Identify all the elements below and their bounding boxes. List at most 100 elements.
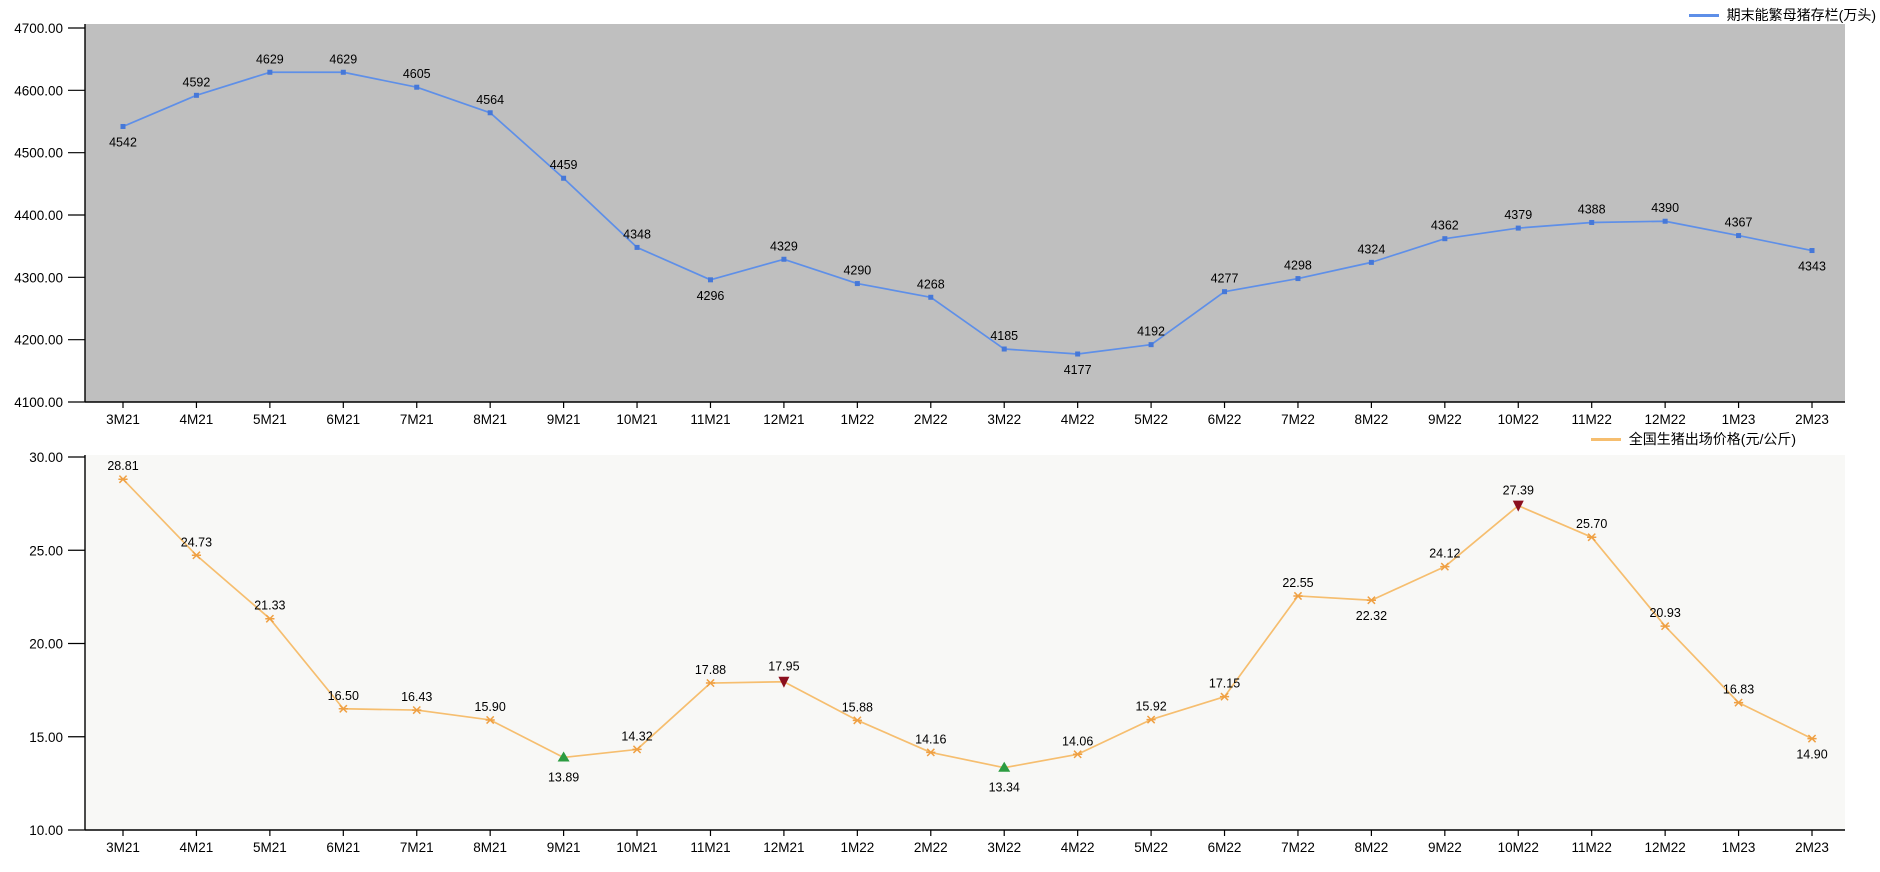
data-point-label: 24.73 bbox=[181, 535, 212, 549]
y-tick-label: 4300.00 bbox=[14, 270, 63, 285]
data-point-label: 4329 bbox=[770, 239, 798, 253]
data-point-marker bbox=[561, 175, 567, 181]
data-point-marker bbox=[1148, 342, 1154, 348]
x-tick-label: 11M22 bbox=[1572, 840, 1612, 855]
x-tick-label: 3M21 bbox=[106, 412, 140, 427]
x-tick-label: 4M22 bbox=[1061, 840, 1095, 855]
x-tick-label: 12M22 bbox=[1644, 412, 1685, 427]
data-point-marker bbox=[338, 704, 348, 713]
x-tick-label: 7M21 bbox=[400, 840, 434, 855]
data-point-label: 17.15 bbox=[1209, 677, 1240, 691]
legend-sow-inventory: 期末能繁母猪存栏(万头) bbox=[1688, 5, 1876, 25]
data-point-marker bbox=[1073, 750, 1083, 759]
data-point-label: 4298 bbox=[1284, 259, 1312, 273]
data-point-label: 4367 bbox=[1725, 216, 1753, 230]
data-point-marker bbox=[632, 745, 642, 754]
hog-price-chart: 30.00 25.00 20.00 15.00 10.00 3M21 4M21 5M21 6M2… bbox=[0, 427, 1880, 872]
data-point-label: 20.93 bbox=[1649, 606, 1680, 620]
data-point-label: 14.90 bbox=[1796, 748, 1827, 762]
data-point-marker bbox=[118, 475, 128, 484]
x-tick-label: 4M21 bbox=[180, 412, 214, 427]
x-tick-label: 3M21 bbox=[106, 840, 140, 855]
data-point-label: 16.50 bbox=[328, 689, 359, 703]
y-tick-label: 4100.00 bbox=[14, 395, 63, 410]
data-point-label: 4542 bbox=[109, 135, 137, 149]
data-point-marker bbox=[485, 715, 495, 725]
data-point-marker bbox=[1219, 692, 1230, 701]
x-tick-label: 3M22 bbox=[987, 840, 1021, 855]
y-tick-label: 4700.00 bbox=[14, 21, 63, 36]
x-tick-label: 10M21 bbox=[616, 840, 657, 855]
data-point-label: 4388 bbox=[1578, 202, 1606, 216]
data-point-marker bbox=[1589, 219, 1595, 225]
data-point-marker bbox=[926, 748, 936, 757]
x-tick-label: 10M22 bbox=[1498, 412, 1539, 427]
data-point-label: 4177 bbox=[1064, 363, 1092, 377]
x-tick-label: 7M22 bbox=[1281, 840, 1315, 855]
x-tick-label: 1M22 bbox=[840, 840, 874, 855]
data-point-label: 17.88 bbox=[695, 663, 726, 677]
sow-inventory-chart: 4700.00 4600.00 4500.00 4400.00 4300.00 4200.… bbox=[0, 0, 1880, 427]
data-point-marker bbox=[1442, 236, 1448, 242]
y-tick-label: 4400.00 bbox=[14, 208, 63, 223]
data-point-label: 4564 bbox=[476, 93, 504, 107]
y-tick-label: 15.00 bbox=[29, 730, 63, 745]
data-point-marker bbox=[1662, 218, 1668, 224]
highlight-marker-up-triangle bbox=[998, 761, 1011, 772]
data-point-marker bbox=[193, 92, 199, 98]
data-point-marker bbox=[1440, 562, 1450, 571]
x-tick-label: 2M22 bbox=[914, 840, 948, 855]
data-point-marker bbox=[1660, 622, 1670, 631]
x-tick-label: 5M21 bbox=[253, 412, 287, 427]
data-point-marker bbox=[707, 277, 713, 283]
series-line bbox=[122, 71, 1813, 355]
x-tick-label: 5M21 bbox=[253, 840, 287, 855]
x-tick-label: 9M22 bbox=[1428, 840, 1462, 855]
x-tick-label: 2M23 bbox=[1795, 840, 1829, 855]
plot-area bbox=[85, 455, 1845, 830]
data-point-marker bbox=[781, 256, 787, 262]
data-point-label: 16.83 bbox=[1723, 683, 1754, 697]
x-tick-label: 4M22 bbox=[1061, 412, 1095, 427]
data-point-label: 4629 bbox=[329, 52, 357, 66]
data-point-label: 14.06 bbox=[1062, 734, 1093, 748]
data-point-label: 14.16 bbox=[915, 732, 946, 746]
x-tick-label: 6M22 bbox=[1208, 840, 1242, 855]
highlight-marker-down-triangle bbox=[778, 676, 790, 688]
data-point-label: 4459 bbox=[550, 158, 578, 172]
data-point-marker bbox=[1146, 715, 1156, 724]
x-tick-label: 3M22 bbox=[987, 412, 1021, 427]
x-tick-label: 11M21 bbox=[690, 412, 730, 427]
data-point-marker bbox=[1733, 698, 1744, 707]
data-point-marker bbox=[1515, 225, 1521, 231]
data-point-label: 4192 bbox=[1137, 325, 1165, 339]
x-tick-label: 8M21 bbox=[473, 412, 507, 427]
data-point-label: 28.81 bbox=[107, 459, 138, 473]
data-point-label: 21.33 bbox=[254, 599, 285, 613]
legend-line-swatch bbox=[1590, 437, 1621, 441]
data-point-label: 27.39 bbox=[1503, 484, 1534, 498]
data-point-marker bbox=[852, 716, 862, 725]
data-point-label: 13.34 bbox=[989, 781, 1020, 795]
data-point-label: 15.92 bbox=[1135, 700, 1166, 714]
x-tick-label: 1M22 bbox=[840, 412, 874, 427]
data-point-marker bbox=[1075, 351, 1081, 357]
data-point-marker bbox=[1736, 233, 1742, 239]
data-point-marker bbox=[1001, 346, 1007, 352]
x-tick-label: 12M21 bbox=[763, 412, 804, 427]
data-point-label: 4268 bbox=[917, 277, 945, 291]
data-point-marker bbox=[1587, 533, 1597, 542]
data-point-label: 4592 bbox=[183, 75, 211, 89]
y-tick-label: 25.00 bbox=[29, 543, 63, 558]
x-tick-label: 5M22 bbox=[1134, 840, 1168, 855]
legend-label: 全国生猪出场价格(元/公斤) bbox=[1628, 431, 1796, 447]
data-point-marker bbox=[634, 244, 640, 250]
x-tick-label: 9M21 bbox=[547, 412, 581, 427]
data-point-label: 4185 bbox=[990, 329, 1018, 343]
plot-area bbox=[85, 24, 1845, 402]
data-point-label: 14.32 bbox=[621, 729, 652, 743]
highlight-marker-up-triangle bbox=[557, 751, 570, 762]
series-line bbox=[122, 478, 1813, 769]
y-tick-label: 20.00 bbox=[29, 637, 63, 652]
data-point-label: 4324 bbox=[1357, 242, 1385, 256]
